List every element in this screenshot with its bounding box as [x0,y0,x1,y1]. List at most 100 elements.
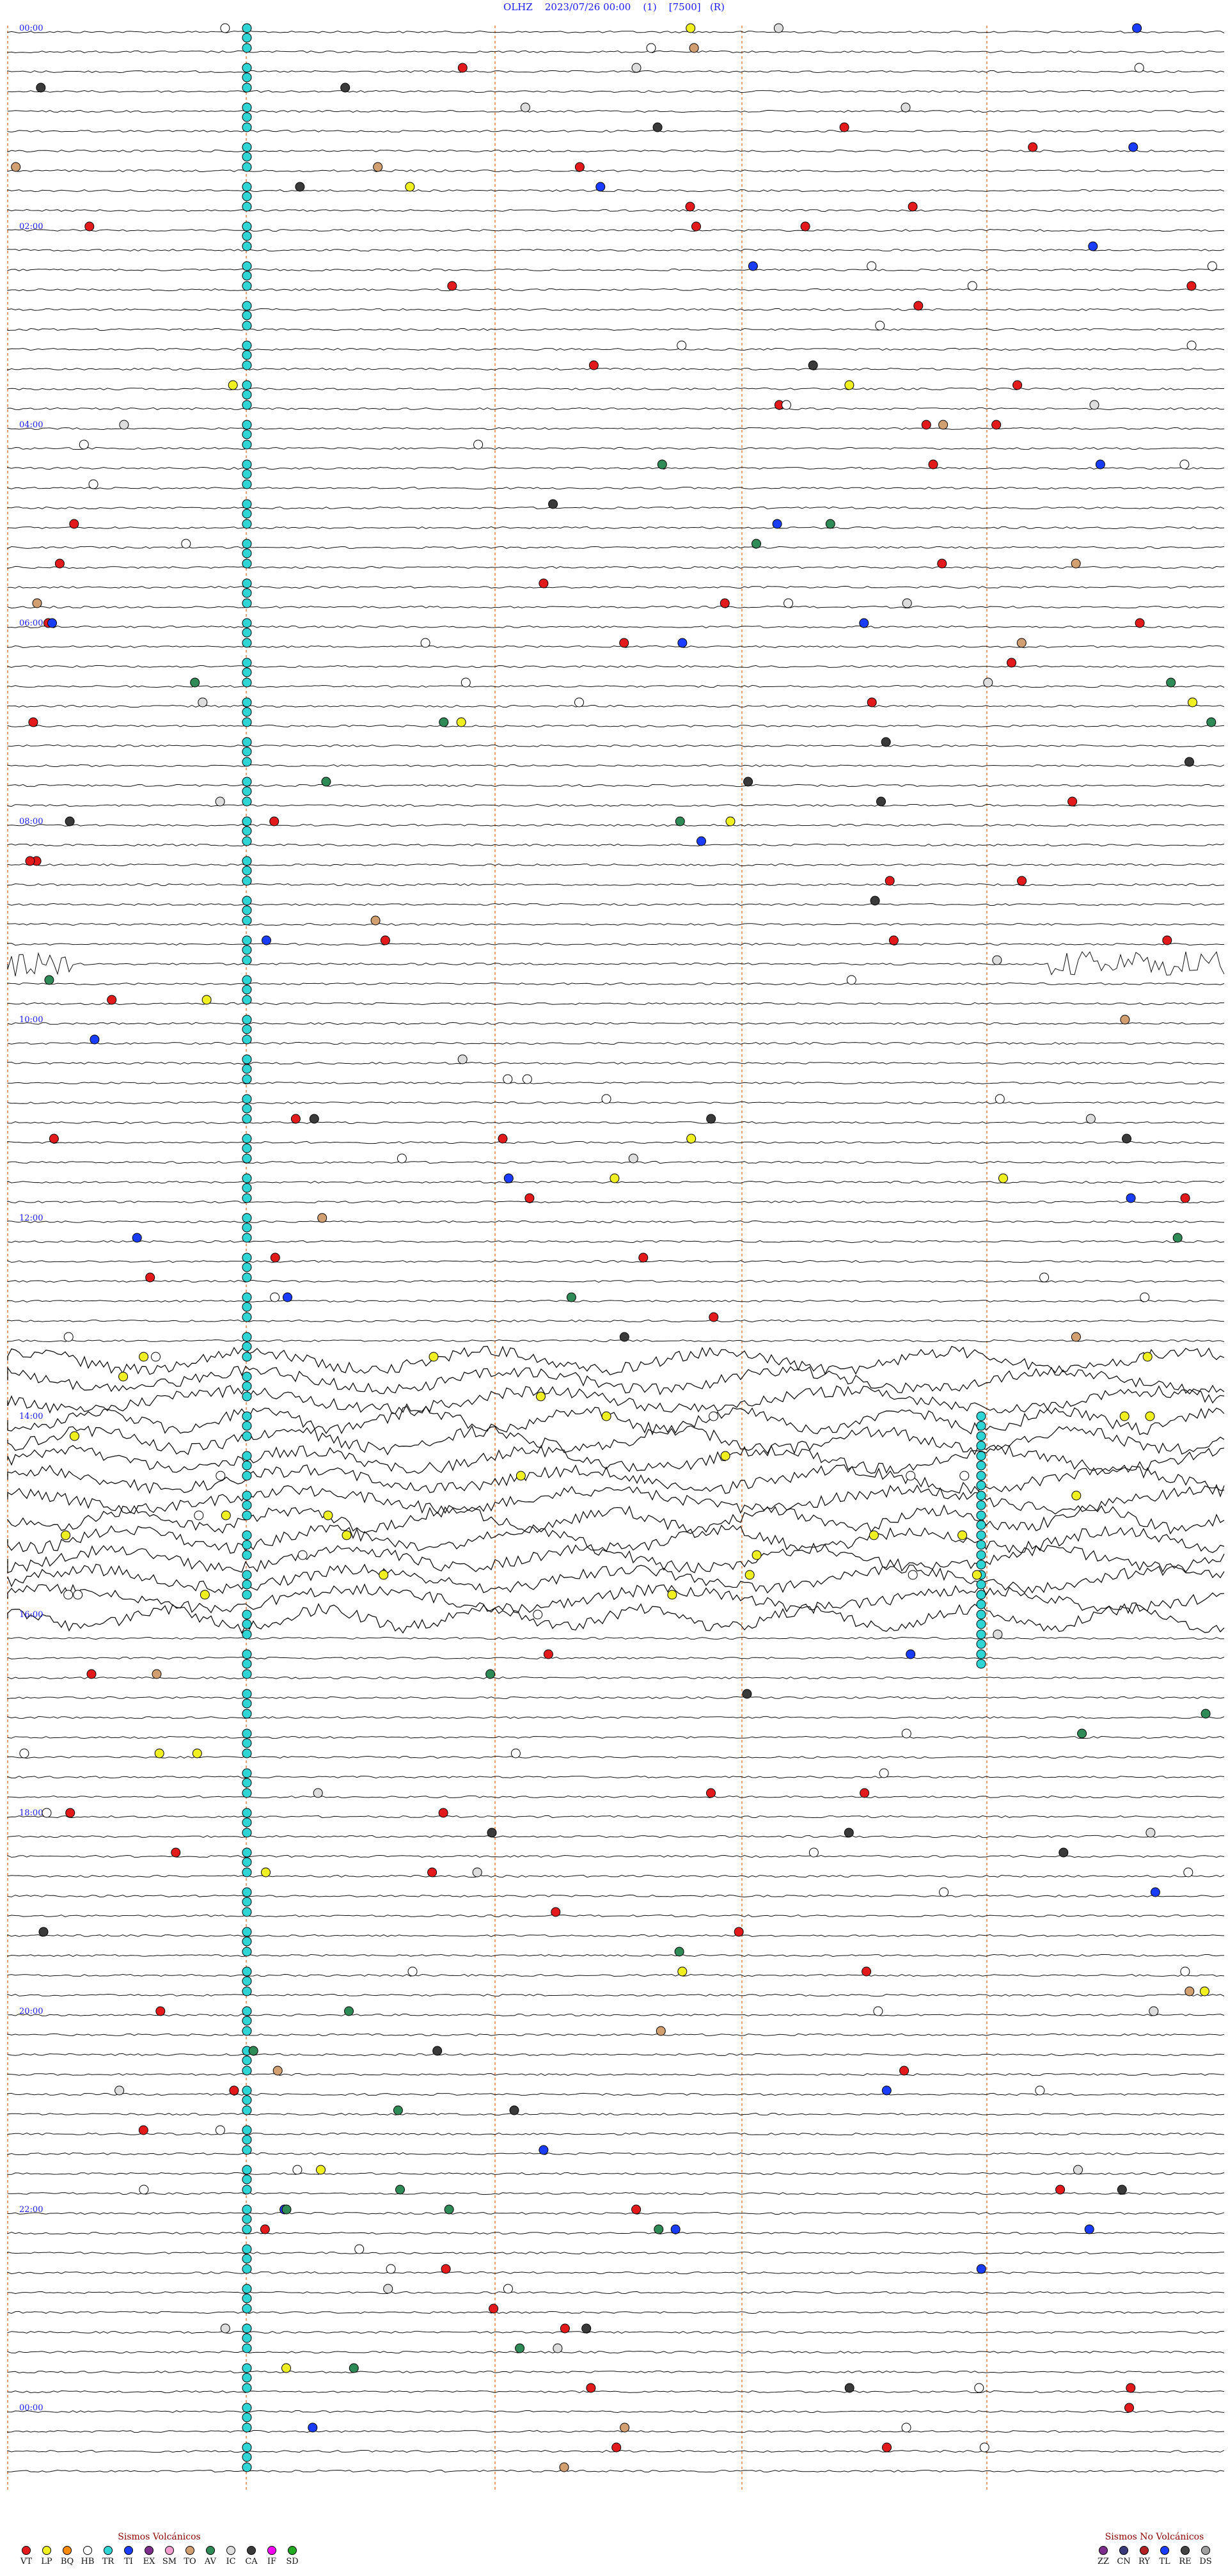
legend-nonvolcanic-swatch [1160,2546,1169,2555]
event-marker [215,2125,225,2135]
legend-volcanic-code: TO [184,2557,196,2566]
event-marker [976,1421,986,1431]
event-marker [242,390,252,400]
event-marker [906,1471,916,1481]
event-marker [393,2105,403,2115]
event-marker [79,439,89,450]
event-marker [63,1590,74,1600]
event-marker [1145,1828,1156,1838]
event-marker [485,1669,496,1679]
event-marker [242,1134,252,1144]
legend-volcanic-item: VT [18,2546,35,2566]
trace-row [7,1993,1225,1997]
event-marker [242,2016,252,2026]
event-marker [242,2006,252,2016]
event-marker [242,499,252,509]
legend-nonvolcanic-code: DS [1199,2557,1212,2566]
event-marker [281,2204,292,2215]
event-marker [119,420,129,430]
event-marker [242,1698,252,1709]
legend-nonvolcanic-swatch [1140,2546,1149,2555]
event-marker [800,221,810,232]
event-marker [656,2026,666,2036]
event-marker [242,1381,252,1391]
event-marker [619,638,629,648]
event-marker [901,2422,911,2433]
event-marker [1183,1867,1193,1877]
event-marker [976,1590,986,1600]
event-marker [972,1570,982,1580]
event-marker [1077,1728,1087,1739]
event-marker [899,2066,909,2076]
event-marker [281,2363,291,2373]
legend-volcanic-swatch [63,2546,72,2555]
event-marker [242,777,252,787]
event-marker [65,1808,75,1818]
trace-row [7,347,1225,351]
event-marker [152,1669,162,1679]
event-marker [967,281,977,291]
event-marker [752,539,761,549]
trace-row [7,427,1225,431]
event-marker [242,707,252,717]
event-marker [1039,1272,1050,1283]
event-marker [242,1986,252,1996]
event-marker [242,2224,252,2234]
event-marker [901,102,911,113]
event-marker [242,539,252,549]
trace-row [7,2330,1224,2334]
event-marker [976,1619,986,1629]
event-marker [1188,697,1197,707]
event-marker [242,1857,252,1867]
chart-title: OLHZ 2023/07/26 00:00 (1) [7500] (R) [0,1,1228,13]
event-marker [1117,2185,1127,2195]
event-marker [242,2303,252,2314]
trace-row [7,1260,1225,1263]
event-marker [976,1460,986,1471]
event-marker [539,2145,549,2155]
event-marker [725,816,736,826]
event-marker [242,1609,252,1620]
event-marker [242,677,252,688]
trace-row [7,30,1225,34]
event-marker [242,2145,252,2155]
event-marker [242,2323,252,2334]
event-marker [601,1411,611,1421]
event-marker [510,1748,521,1758]
legend-nonvolcanic-code: RY [1138,2557,1150,2566]
event-marker [976,1471,986,1481]
event-marker [772,519,782,529]
event-marker [976,1659,986,1669]
event-marker [242,519,252,529]
event-marker [242,201,252,212]
event-marker [686,1134,697,1144]
event-marker [1071,558,1081,569]
event-marker [242,1213,252,1223]
event-marker [242,1153,252,1164]
event-marker [839,122,849,132]
legend-volcanic-swatch [83,2546,92,2555]
event-marker [533,1609,543,1620]
trace-row [7,1735,1225,1739]
trace-row [7,2251,1225,2255]
event-marker [242,2174,252,2185]
event-marker [242,1332,252,1342]
event-marker [862,1966,872,1977]
event-marker [373,162,383,172]
event-marker [242,221,252,232]
event-marker [242,1659,252,1669]
legend-volcanic-code: AV [204,2557,217,2566]
event-marker [201,995,212,1005]
event-marker [1162,935,1172,945]
event-marker [323,1510,333,1521]
event-marker [743,777,753,787]
event-marker [1067,796,1078,807]
event-marker [976,1599,986,1609]
trace-row [7,1716,1225,1719]
event-marker [242,1976,252,1986]
event-marker [844,2383,854,2393]
trace-row [7,526,1225,530]
event-marker [36,83,46,93]
trace-row [7,1240,1225,1244]
event-marker [242,469,252,479]
